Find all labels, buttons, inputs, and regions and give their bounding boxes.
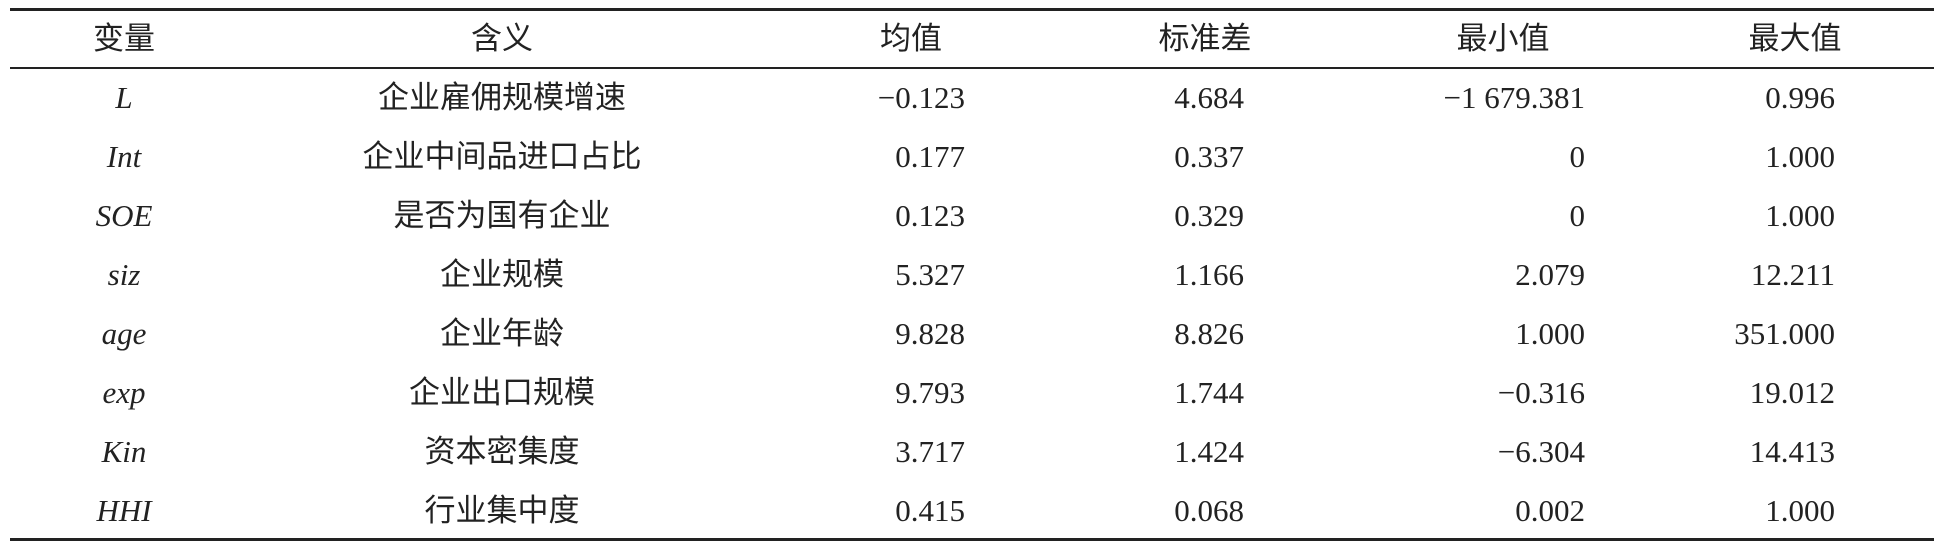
variable-cell: age <box>101 316 147 351</box>
variable-cell: Int <box>106 139 142 174</box>
number-cell: 351.000 <box>1734 316 1835 351</box>
variable-cell: L <box>115 80 133 115</box>
number-cell: 0.002 <box>1515 493 1585 528</box>
meaning-cell: 资本密集度 <box>424 434 580 469</box>
number-cell: 0.996 <box>1765 80 1835 115</box>
number-cell: 4.684 <box>1174 80 1244 115</box>
number-cell: 1.000 <box>1765 198 1835 233</box>
number-cell: 0 <box>1569 198 1586 233</box>
header-cell: 含义 <box>471 21 533 56</box>
meaning-cell: 行业集中度 <box>424 493 580 528</box>
number-cell: 0.068 <box>1174 493 1244 528</box>
header-cell: 均值 <box>880 21 942 56</box>
header-cell: 最小值 <box>1456 21 1550 56</box>
header-cell: 最大值 <box>1748 21 1842 56</box>
header-rule <box>10 67 1934 69</box>
number-cell: 12.211 <box>1750 257 1835 292</box>
number-cell: 0.177 <box>895 139 965 174</box>
meaning-cell: 企业出口规模 <box>409 375 595 410</box>
number-cell: 3.717 <box>895 434 965 469</box>
number-cell: 0.337 <box>1174 139 1244 174</box>
number-cell: 14.413 <box>1749 434 1835 469</box>
number-cell: −1 679.381 <box>1443 80 1585 115</box>
header-cell: 标准差 <box>1158 21 1252 56</box>
number-cell: 0.415 <box>895 493 965 528</box>
number-cell: 1.000 <box>1765 493 1835 528</box>
number-cell: 1.424 <box>1174 434 1244 469</box>
number-cell: 5.327 <box>895 257 965 292</box>
number-cell: −0.316 <box>1497 375 1585 410</box>
number-cell: 19.012 <box>1749 375 1835 410</box>
number-cell: 9.793 <box>895 375 965 410</box>
meaning-cell: 企业规模 <box>440 257 564 292</box>
meaning-cell: 企业年龄 <box>440 316 564 351</box>
number-cell: 2.079 <box>1515 257 1585 292</box>
header-cell: 变量 <box>93 21 155 56</box>
number-cell: 1.744 <box>1174 375 1244 410</box>
number-cell: −6.304 <box>1497 434 1585 469</box>
meaning-cell: 企业中间品进口占比 <box>362 139 642 174</box>
variable-cell: SOE <box>95 198 153 233</box>
number-cell: 9.828 <box>895 316 965 351</box>
variable-cell: exp <box>102 375 146 410</box>
top-rule <box>10 8 1934 11</box>
number-cell: 0.123 <box>895 198 965 233</box>
variable-cell: siz <box>107 257 141 292</box>
bottom-rule <box>10 538 1934 541</box>
number-cell: 0.329 <box>1174 198 1244 233</box>
meaning-cell: 企业雇佣规模增速 <box>378 80 626 115</box>
number-cell: 8.826 <box>1174 316 1244 351</box>
number-cell: 1.000 <box>1515 316 1585 351</box>
number-cell: 1.000 <box>1765 139 1835 174</box>
number-cell: 0 <box>1569 139 1586 174</box>
variable-cell: HHI <box>96 493 152 528</box>
meaning-cell: 是否为国有企业 <box>393 198 611 233</box>
number-cell: 1.166 <box>1174 257 1244 292</box>
number-cell: −0.123 <box>877 80 965 115</box>
variable-cell: Kin <box>101 434 147 469</box>
